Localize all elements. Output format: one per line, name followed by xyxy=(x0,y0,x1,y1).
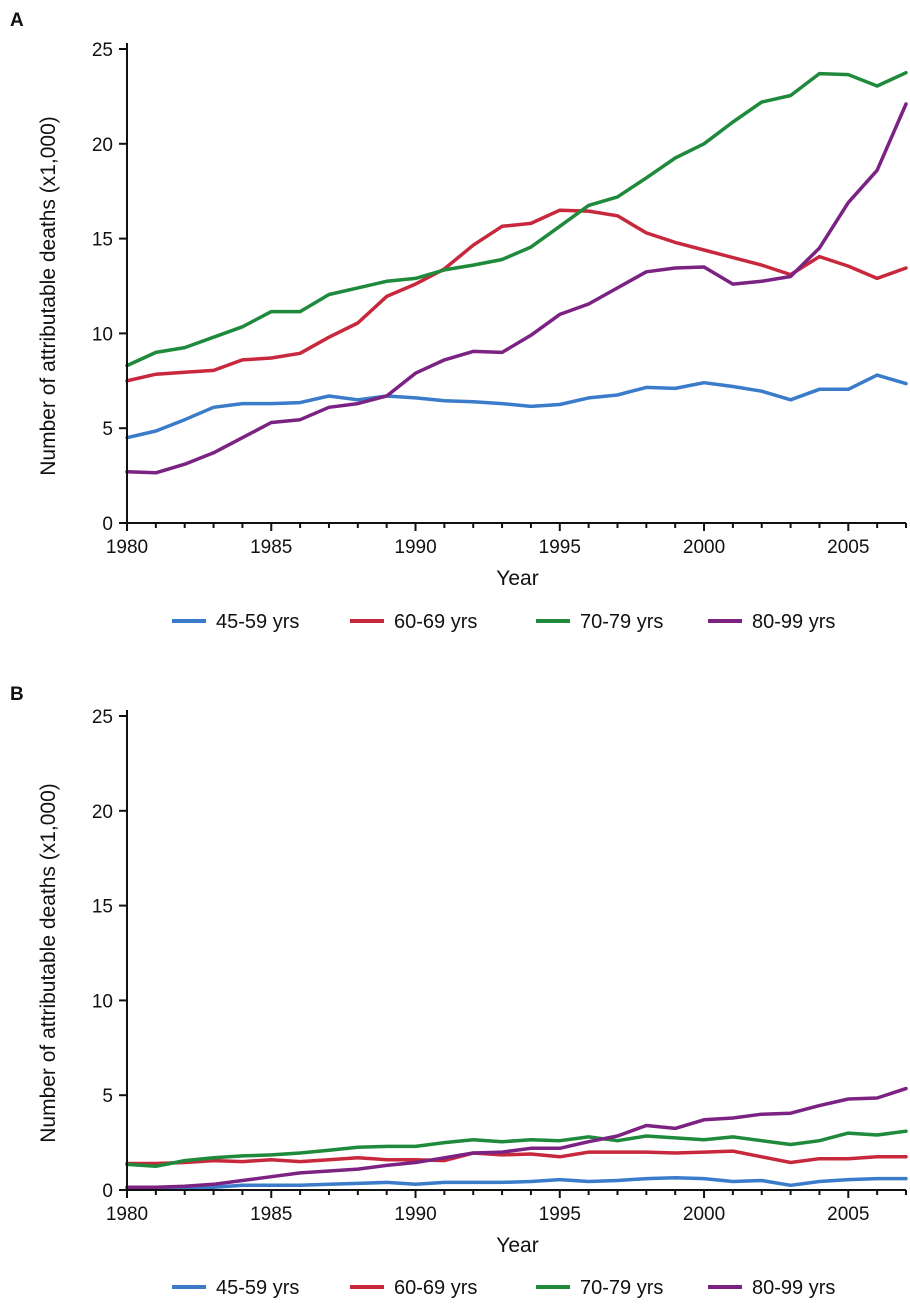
series-line-80-99-yrs xyxy=(125,102,908,475)
x-tick-label: 2000 xyxy=(683,537,725,558)
y-tick-label: 0 xyxy=(102,514,113,535)
x-tick-label: 2000 xyxy=(683,1204,725,1225)
x-tick-label: 1985 xyxy=(250,537,292,558)
axes: 0 5 10 15 20 25 1980 1985 1990 1995 2000 2005 xyxy=(92,40,907,558)
legend-item: 70-79 yrs xyxy=(536,1277,663,1299)
legend-item: 45-59 yrs xyxy=(172,1277,299,1299)
y-axis-title: Number of attributable deaths (x1,000) xyxy=(37,783,60,1143)
legend-label: 70-79 yrs xyxy=(580,1277,663,1299)
x-ticks: 1980 1985 1990 1995 2000 2005 xyxy=(106,523,907,558)
y-tick-label: 20 xyxy=(92,135,113,156)
x-tick-label: 1980 xyxy=(106,1204,148,1225)
x-ticks: 1980 1985 1990 1995 2000 2005 xyxy=(106,1190,907,1225)
x-axis-title: Year xyxy=(496,1234,538,1257)
legend-label: 45-59 yrs xyxy=(216,611,299,633)
y-ticks: 0 5 10 15 20 25 xyxy=(92,40,127,535)
y-tick-label: 25 xyxy=(92,707,113,728)
legend-label: 60-69 yrs xyxy=(394,611,477,633)
y-tick-label: 15 xyxy=(92,230,113,251)
x-axis-title: Year xyxy=(496,567,538,590)
axes: 0 5 10 15 20 25 1980 1985 1990 1995 2000 2005 xyxy=(92,707,907,1225)
chart-panel-a: A 0 5 10 15 20 25 1980 1985 1990 1995 2000 2005 Nu… xyxy=(10,10,908,633)
y-ticks: 0 5 10 15 20 25 xyxy=(92,707,127,1202)
series-line-60-69-yrs xyxy=(125,208,908,383)
legend-label: 80-99 yrs xyxy=(752,611,835,633)
legend-item: 60-69 yrs xyxy=(350,1277,477,1299)
y-axis-title: Number of attributable deaths (x1,000) xyxy=(37,116,60,476)
x-tick-label: 1980 xyxy=(106,537,148,558)
x-tick-label: 1990 xyxy=(394,1204,436,1225)
x-tick-label: 1995 xyxy=(539,1204,581,1225)
y-tick-label: 5 xyxy=(102,1086,113,1107)
series-line-70-79-yrs xyxy=(125,70,908,368)
legend-label: 45-59 yrs xyxy=(216,1277,299,1299)
legend: 45-59 yrs 60-69 yrs 70-79 yrs 80-99 yrs xyxy=(172,611,835,633)
legend-item: 60-69 yrs xyxy=(350,611,477,633)
y-tick-label: 25 xyxy=(92,40,113,61)
legend-item: 70-79 yrs xyxy=(536,611,663,633)
y-tick-label: 0 xyxy=(102,1181,113,1202)
legend-label: 80-99 yrs xyxy=(752,1277,835,1299)
series-line-45-59-yrs xyxy=(125,373,908,440)
series-lines xyxy=(125,70,908,475)
legend: 45-59 yrs 60-69 yrs 70-79 yrs 80-99 yrs xyxy=(172,1277,835,1299)
x-tick-label: 2005 xyxy=(827,537,869,558)
y-tick-label: 10 xyxy=(92,324,113,345)
series-line-70-79-yrs xyxy=(125,1129,908,1169)
y-tick-label: 5 xyxy=(102,419,113,440)
legend-item: 45-59 yrs xyxy=(172,611,299,633)
series-line-80-99-yrs xyxy=(125,1086,908,1189)
legend-label: 60-69 yrs xyxy=(394,1277,477,1299)
series-line-45-59-yrs xyxy=(125,1175,908,1191)
y-tick-label: 10 xyxy=(92,991,113,1012)
legend-item: 80-99 yrs xyxy=(708,1277,835,1299)
x-tick-label: 1985 xyxy=(250,1204,292,1225)
y-tick-label: 15 xyxy=(92,897,113,918)
chart-panel-b: B 0 5 10 15 20 25 1980 1985 1990 1995 2000 2005 Nu… xyxy=(10,684,908,1299)
legend-item: 80-99 yrs xyxy=(708,611,835,633)
panel-label: A xyxy=(10,10,24,31)
y-tick-label: 20 xyxy=(92,802,113,823)
x-tick-label: 2005 xyxy=(827,1204,869,1225)
x-tick-label: 1990 xyxy=(394,537,436,558)
series-line-60-69-yrs xyxy=(125,1149,908,1166)
x-tick-label: 1995 xyxy=(539,537,581,558)
legend-label: 70-79 yrs xyxy=(580,611,663,633)
panel-label: B xyxy=(10,684,24,705)
series-lines xyxy=(125,1086,908,1191)
